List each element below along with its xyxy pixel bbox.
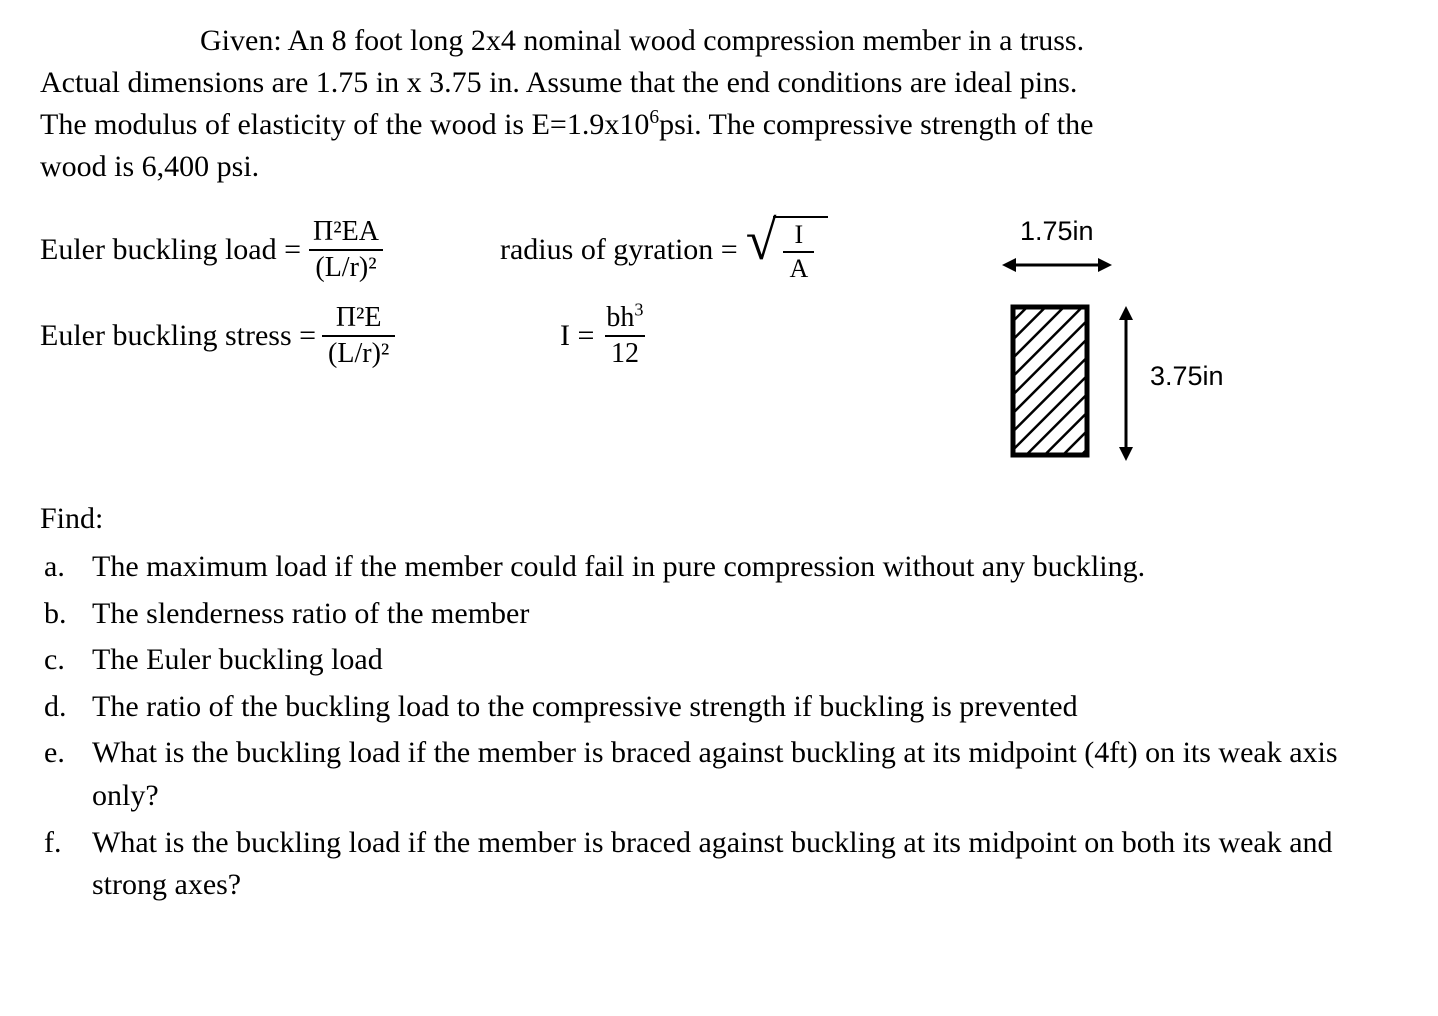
item-marker: a. [40, 546, 92, 589]
list-item: b. The slenderness ratio of the member [40, 593, 1398, 636]
euler-stress-num: Π²E [330, 302, 388, 335]
given-line2: Actual dimensions are 1.75 in x 3.75 in.… [40, 66, 1077, 99]
moment-inertia-den: 12 [605, 335, 645, 370]
item-text: The ratio of the buckling load to the co… [92, 686, 1398, 729]
section-rect-icon [1010, 304, 1100, 464]
moment-inertia-fraction: bh3 12 [600, 302, 649, 370]
item-text: What is the buckling load if the member … [92, 732, 1398, 817]
given-line1: Given: An 8 foot long 2x4 nominal wood c… [40, 20, 1398, 62]
euler-load-den: (L/r)² [309, 249, 382, 284]
diagram-height-label: 3.75in [1150, 361, 1224, 392]
given-line3-exp: 6 [649, 107, 659, 128]
euler-load-formula: Euler buckling load = Π²EA (L/r)² [40, 216, 500, 284]
item-marker: e. [40, 732, 92, 817]
given-line3-post: psi. The compressive strength of the [659, 108, 1093, 141]
item-marker: c. [40, 639, 92, 682]
euler-stress-label: Euler buckling stress = [40, 319, 316, 353]
euler-load-num: Π²EA [307, 216, 385, 249]
item-marker: f. [40, 822, 92, 907]
height-arrow-icon [1115, 306, 1137, 461]
width-arrow-icon [1002, 254, 1112, 276]
euler-stress-fraction: Π²E (L/r)² [322, 302, 395, 370]
given-paragraph: Given: An 8 foot long 2x4 nominal wood c… [40, 20, 1398, 188]
given-line3-pre: The modulus of elasticity of the wood is… [40, 108, 649, 141]
radius-gyration-label: radius of gyration = [500, 233, 738, 267]
sqrt-icon: √ I A [746, 216, 829, 284]
diagram-width-label: 1.75in [1020, 216, 1094, 247]
list-item: c. The Euler buckling load [40, 639, 1398, 682]
questions-list: a. The maximum load if the member could … [40, 546, 1398, 907]
item-text: What is the buckling load if the member … [92, 822, 1398, 907]
item-marker: b. [40, 593, 92, 636]
euler-stress-formula: Euler buckling stress = Π²E (L/r)² [40, 302, 500, 370]
cross-section-diagram: 1.75in 3.75in [870, 216, 1398, 466]
find-label: Find: [40, 502, 1398, 536]
euler-stress-den: (L/r)² [322, 335, 395, 370]
list-item: d. The ratio of the buckling load to the… [40, 686, 1398, 729]
given-line4: wood is 6,400 psi. [40, 150, 259, 183]
euler-load-label: Euler buckling load = [40, 233, 301, 267]
list-item: a. The maximum load if the member could … [40, 546, 1398, 589]
item-text: The slenderness ratio of the member [92, 593, 1398, 636]
euler-load-fraction: Π²EA (L/r)² [307, 216, 385, 284]
moment-inertia-num: bh3 [600, 302, 649, 335]
moment-inertia-formula: I = bh3 12 [500, 302, 870, 370]
item-marker: d. [40, 686, 92, 729]
radius-gyration-formula: radius of gyration = √ I A [500, 216, 870, 284]
gyration-num: I [788, 220, 809, 251]
item-text: The Euler buckling load [92, 639, 1398, 682]
formula-column-left: Euler buckling load = Π²EA (L/r)² Euler … [40, 216, 500, 388]
list-item: e. What is the buckling load if the memb… [40, 732, 1398, 817]
list-item: f. What is the buckling load if the memb… [40, 822, 1398, 907]
formulas-area: Euler buckling load = Π²EA (L/r)² Euler … [40, 216, 1398, 466]
formula-column-mid: radius of gyration = √ I A I = bh3 1 [500, 216, 870, 388]
moment-inertia-label: I = [560, 319, 594, 353]
item-text: The maximum load if the member could fai… [92, 546, 1398, 589]
gyration-den: A [783, 251, 814, 284]
